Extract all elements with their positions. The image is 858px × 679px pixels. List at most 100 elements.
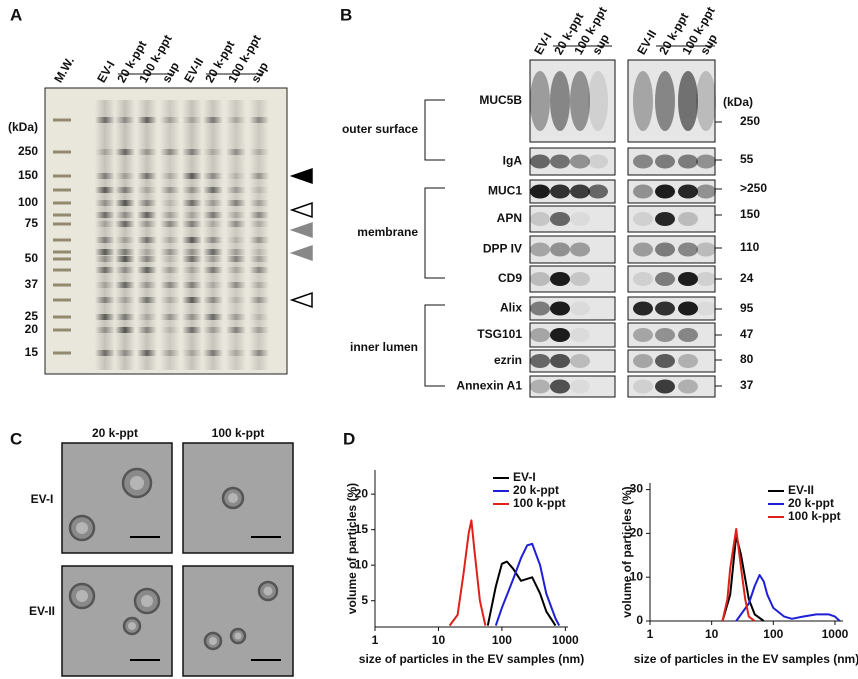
blot-band xyxy=(678,184,698,199)
gel-band xyxy=(95,256,115,262)
gel-band xyxy=(249,173,269,179)
blot-band xyxy=(696,154,716,169)
blot-band xyxy=(530,272,550,286)
blot-band xyxy=(530,379,550,394)
marker-band xyxy=(53,268,71,272)
gel-band xyxy=(115,149,135,155)
blot-band xyxy=(655,184,675,199)
vesicle-core xyxy=(228,493,238,503)
kda-label: (kDa) xyxy=(723,95,753,109)
blot-band xyxy=(678,242,698,257)
marker-band xyxy=(53,250,71,254)
vesicle-core xyxy=(209,637,217,645)
y-tick-label: 30 xyxy=(630,482,644,496)
gel-band xyxy=(160,149,180,155)
gel-band xyxy=(160,200,180,206)
gel-band xyxy=(203,256,223,262)
panel-label: B xyxy=(340,5,352,24)
marker-band xyxy=(53,201,71,205)
gel-band xyxy=(203,350,223,356)
kda-value: 80 xyxy=(740,352,754,366)
blot-band xyxy=(550,379,570,394)
x-tick-label: 1 xyxy=(647,627,654,641)
marker-band xyxy=(53,298,71,302)
gel-band xyxy=(137,249,157,255)
bracket xyxy=(424,304,445,387)
blot-band xyxy=(550,184,570,199)
y-tick-label: 10 xyxy=(630,569,644,583)
gel-band xyxy=(137,256,157,262)
gel-band xyxy=(115,212,135,218)
gel-band xyxy=(203,297,223,303)
gel-band xyxy=(137,327,157,333)
gel-band xyxy=(226,350,246,356)
data-line xyxy=(486,560,557,627)
gel-band xyxy=(160,267,180,273)
gel-band xyxy=(137,350,157,356)
column-label: 100 k-ppt xyxy=(212,426,265,440)
lane-label: sup xyxy=(248,60,271,85)
gel-band xyxy=(182,200,202,206)
blot-band xyxy=(696,301,716,316)
gel-band xyxy=(160,297,180,303)
blot-strip xyxy=(529,265,616,293)
gel-band xyxy=(226,327,246,333)
blot-band xyxy=(530,354,550,368)
gel-band xyxy=(115,350,135,356)
gel-band xyxy=(137,267,157,273)
blot-band xyxy=(570,272,590,286)
x-tick-label: 10 xyxy=(705,627,719,641)
gel-band xyxy=(203,187,223,193)
vesicle-core xyxy=(263,586,273,596)
blot-strip xyxy=(529,375,616,398)
gel-band xyxy=(115,282,135,288)
gel-band xyxy=(160,249,180,255)
marker-label: 75 xyxy=(25,216,39,230)
blot-band xyxy=(678,154,698,169)
panel-label: A xyxy=(10,5,22,24)
gel-band xyxy=(115,314,135,320)
gel-band xyxy=(137,187,157,193)
marker-band xyxy=(53,213,71,217)
gel-band xyxy=(95,297,115,303)
gel-band xyxy=(95,327,115,333)
marker-label: 15 xyxy=(25,345,39,359)
gel-band xyxy=(226,212,246,218)
marker-band xyxy=(53,351,71,355)
gel-band xyxy=(182,173,202,179)
kda-value: 55 xyxy=(740,152,754,166)
gel-band xyxy=(95,187,115,193)
marker-band xyxy=(53,118,71,122)
gel-band xyxy=(249,149,269,155)
vesicle-core xyxy=(76,590,88,602)
gel-band xyxy=(95,200,115,206)
protein-label: CD9 xyxy=(498,271,522,285)
vesicle-core xyxy=(234,632,242,640)
gel-band xyxy=(160,173,180,179)
gel-band xyxy=(249,212,269,218)
blot-band xyxy=(570,212,590,226)
blot-band xyxy=(550,301,570,316)
vesicle-core xyxy=(141,595,153,607)
blot-band xyxy=(655,301,675,316)
blot-band xyxy=(678,354,698,368)
blot-band xyxy=(633,272,653,286)
blot-band xyxy=(588,71,608,131)
gel-band xyxy=(115,249,135,255)
gel-band xyxy=(203,249,223,255)
kda-value: 95 xyxy=(740,301,754,315)
gel-band xyxy=(160,256,180,262)
blot-band xyxy=(678,272,698,286)
y-tick-label: 15 xyxy=(355,522,369,536)
protein-label: Alix xyxy=(500,301,522,315)
gel-band xyxy=(249,282,269,288)
gel-band xyxy=(249,256,269,262)
blot-band xyxy=(696,184,716,199)
protein-label: DPP IV xyxy=(483,242,522,256)
y-axis-label: volume of particles (%) xyxy=(620,486,634,617)
arrowhead xyxy=(289,244,313,262)
gel-band xyxy=(182,267,202,273)
column-label: 20 k-ppt xyxy=(92,426,138,440)
gel-band xyxy=(137,282,157,288)
gel-band xyxy=(249,117,269,123)
